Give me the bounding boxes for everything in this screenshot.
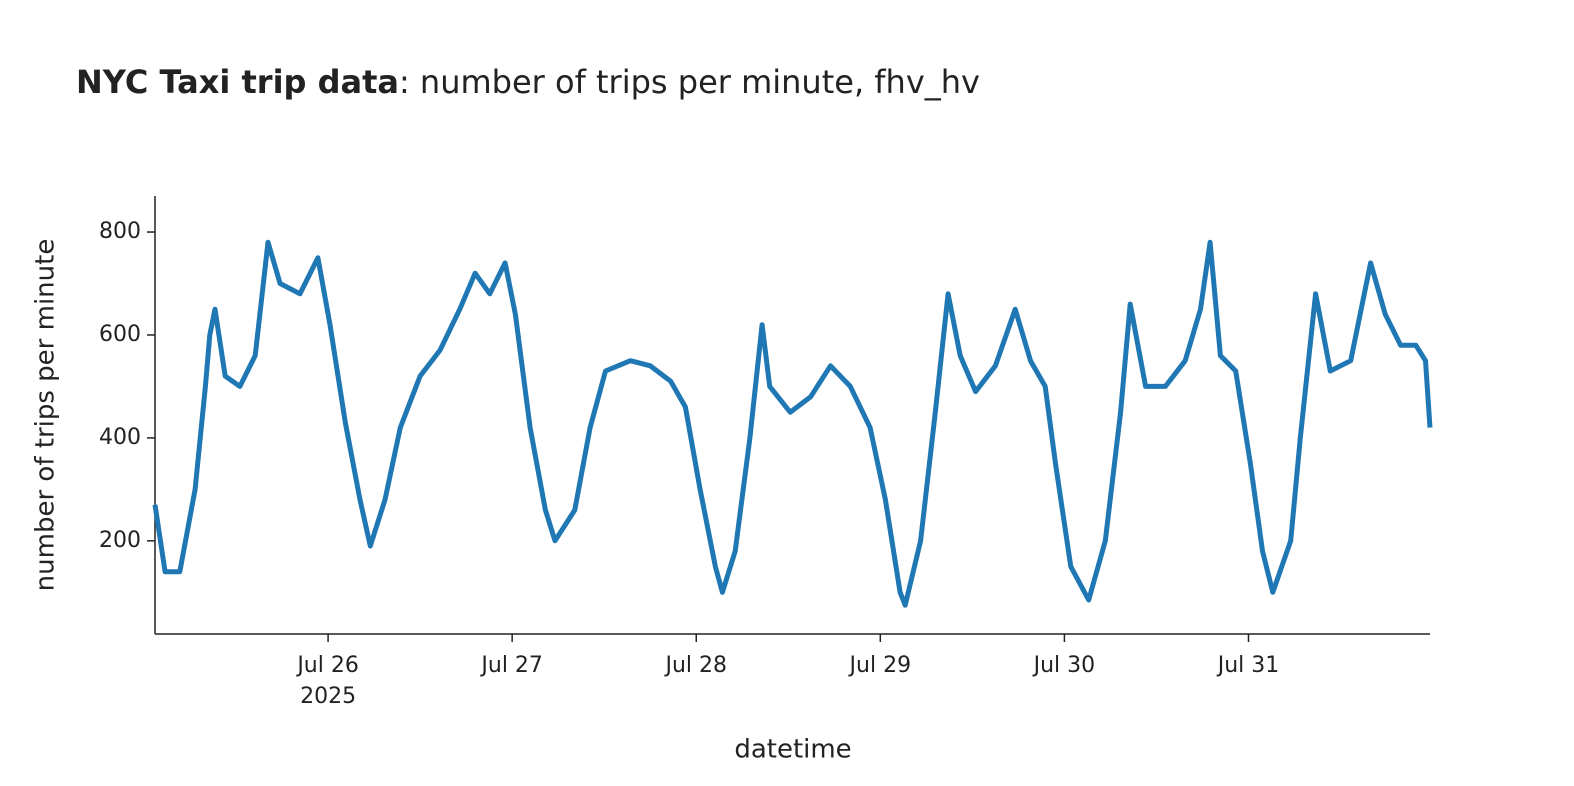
x-tick-label: Jul 30 bbox=[1032, 653, 1096, 678]
data-line bbox=[152, 239, 1433, 608]
x-tick-label: Jul 29 bbox=[848, 653, 912, 678]
chart-title: NYC Taxi trip data: number of trips per … bbox=[76, 63, 980, 101]
y-tick-label: 800 bbox=[99, 219, 141, 244]
y-tick-label: 400 bbox=[99, 425, 141, 450]
x-year-label: 2025 bbox=[300, 684, 356, 709]
y-tick-label: 200 bbox=[99, 528, 141, 553]
x-tick-label: Jul 31 bbox=[1216, 653, 1280, 678]
x-axis-label: datetime bbox=[734, 735, 851, 765]
title-bold: NYC Taxi trip data bbox=[76, 63, 399, 101]
title-suffix: : number of trips per minute, fhv_hv bbox=[399, 63, 980, 101]
x-tick-label: Jul 28 bbox=[663, 653, 727, 678]
x-tick-label: Jul 26 bbox=[295, 653, 359, 678]
y-axis-label: number of trips per minute bbox=[31, 239, 61, 592]
y-tick-label: 600 bbox=[99, 322, 141, 347]
x-tick-label: Jul 27 bbox=[479, 653, 543, 678]
